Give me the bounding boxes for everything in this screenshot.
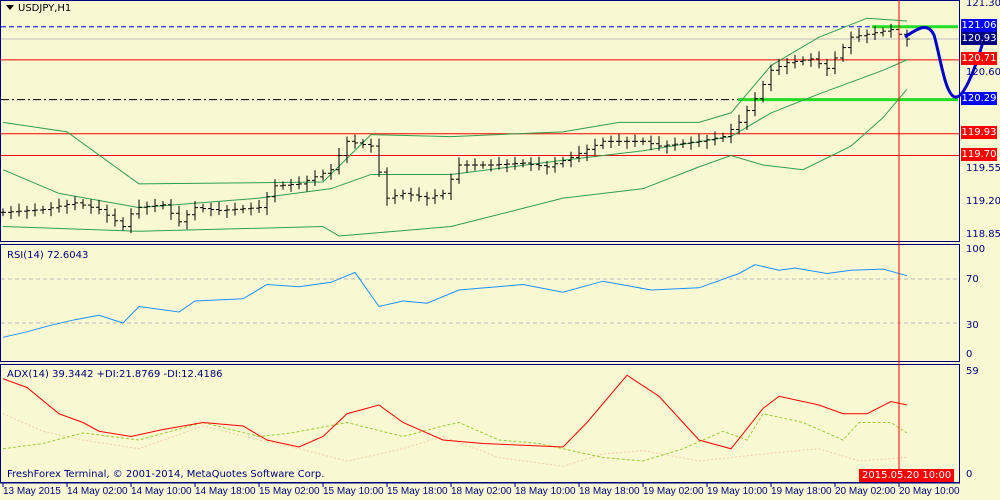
rsi-label: RSI(14) 72.6043 — [7, 250, 89, 261]
price-tag-119-70: 119.70 — [961, 148, 997, 161]
chart-title[interactable]: USDJPY,H1 — [6, 3, 71, 14]
time-label: 13 May 2015 — [3, 486, 61, 497]
cursor-time-tag: 2015.05.20 10:00 — [859, 469, 955, 482]
rsi-tick: 70 — [966, 274, 979, 285]
rsi-tick: 100 — [966, 244, 986, 255]
time-label: 14 May 10:00 — [131, 486, 192, 497]
price-tick: 119.55 — [966, 163, 1000, 174]
time-label: 18 May 18:00 — [579, 486, 640, 497]
time-label: 14 May 02:00 — [67, 486, 128, 497]
time-label: 15 May 18:00 — [387, 486, 448, 497]
plus-di-line — [2, 413, 908, 462]
time-label: 19 May 10:00 — [707, 486, 768, 497]
time-label: 14 May 18:00 — [195, 486, 256, 497]
time-label: 15 May 02:00 — [259, 486, 320, 497]
adx-tick: 0 — [966, 469, 973, 480]
bollinger-lower — [2, 88, 908, 237]
bollinger-upper — [2, 17, 908, 185]
rsi-pane-border — [0, 244, 960, 362]
time-label: 19 May 18:00 — [771, 486, 832, 497]
time-label: 19 May 02:00 — [643, 486, 704, 497]
price-tag-120-29: 120.29 — [961, 92, 997, 105]
time-label: 18 May 10:00 — [515, 486, 576, 497]
dropdown-triangle-icon[interactable] — [6, 5, 14, 10]
price-tick: 118.85 — [966, 229, 1000, 240]
price-tag-119-93: 119.93 — [961, 126, 997, 139]
minus-di-line — [2, 413, 908, 467]
forecast-drawing — [904, 26, 992, 99]
price-tag-120-93: 120.93 — [961, 32, 997, 45]
rsi-line — [2, 264, 908, 338]
copyright-text: FreshForex Terminal, © 2001-2014, MetaQu… — [7, 469, 325, 480]
price-tag-120-71: 120.71 — [961, 52, 997, 65]
price-tick: 121.30 — [966, 0, 1000, 9]
symbol-title: USDJPY,H1 — [18, 3, 72, 14]
adx-tick: 59 — [966, 366, 979, 377]
time-label: 20 May 10:00 — [899, 486, 960, 497]
adx-pane-border — [0, 364, 960, 483]
adx-line — [2, 374, 908, 450]
time-label: 18 May 02:00 — [451, 486, 512, 497]
price-tick: 119.20 — [966, 196, 1000, 207]
time-label: 15 May 10:00 — [323, 486, 384, 497]
main-pane-border — [0, 0, 960, 242]
rsi-tick: 0 — [966, 349, 973, 360]
adx-label: ADX(14) 39.3442 +DI:21.8769 -DI:12.4186 — [7, 369, 223, 380]
rsi-tick: 30 — [966, 320, 979, 331]
price-tag-121-06: 121.06 — [961, 19, 997, 32]
price-tick: 120.60 — [966, 67, 1000, 78]
time-label: 20 May 02:00 — [835, 486, 896, 497]
